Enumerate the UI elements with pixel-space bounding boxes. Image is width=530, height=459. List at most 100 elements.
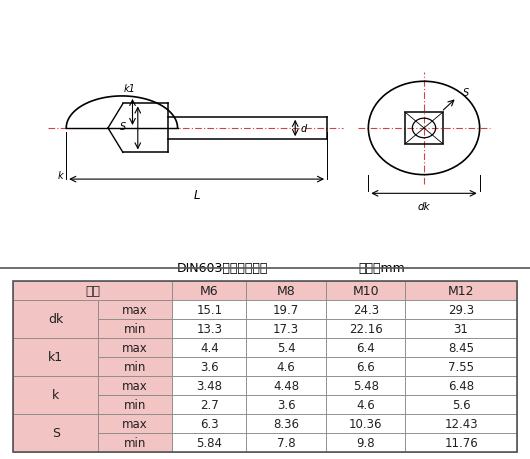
Text: 7.8: 7.8 [277, 436, 296, 449]
Text: 3.6: 3.6 [277, 398, 296, 411]
FancyBboxPatch shape [98, 395, 172, 414]
FancyBboxPatch shape [405, 395, 517, 414]
Text: max: max [122, 303, 148, 316]
FancyBboxPatch shape [98, 433, 172, 452]
Text: 规格: 规格 [85, 284, 100, 297]
FancyBboxPatch shape [405, 433, 517, 452]
Text: 8.45: 8.45 [448, 341, 474, 354]
Text: 22.16: 22.16 [349, 322, 383, 335]
Text: 17.3: 17.3 [273, 322, 299, 335]
Text: min: min [124, 322, 146, 335]
FancyBboxPatch shape [405, 319, 517, 338]
Text: min: min [124, 360, 146, 373]
Text: max: max [122, 417, 148, 430]
Text: S: S [463, 88, 470, 98]
Text: 3.48: 3.48 [196, 379, 223, 392]
Text: max: max [122, 341, 148, 354]
Text: S: S [120, 122, 126, 131]
FancyBboxPatch shape [326, 357, 405, 376]
Bar [405, 113, 443, 145]
FancyBboxPatch shape [405, 357, 517, 376]
FancyBboxPatch shape [246, 281, 326, 300]
FancyBboxPatch shape [172, 319, 246, 338]
Text: 2.7: 2.7 [200, 398, 219, 411]
Text: 4.6: 4.6 [277, 360, 296, 373]
Text: min: min [124, 436, 146, 449]
Text: 5.4: 5.4 [277, 341, 296, 354]
FancyBboxPatch shape [246, 338, 326, 357]
FancyBboxPatch shape [172, 376, 246, 395]
Text: min: min [124, 398, 146, 411]
Text: 8.36: 8.36 [273, 417, 299, 430]
FancyBboxPatch shape [172, 414, 246, 433]
Text: 7.55: 7.55 [448, 360, 474, 373]
FancyBboxPatch shape [13, 338, 98, 376]
FancyBboxPatch shape [13, 281, 172, 300]
Text: 4.48: 4.48 [273, 379, 299, 392]
FancyBboxPatch shape [98, 376, 172, 395]
FancyBboxPatch shape [13, 376, 98, 414]
Text: 15.1: 15.1 [196, 303, 223, 316]
Text: 6.6: 6.6 [356, 360, 375, 373]
Text: 12.43: 12.43 [444, 417, 478, 430]
Text: 29.3: 29.3 [448, 303, 474, 316]
FancyBboxPatch shape [172, 300, 246, 319]
FancyBboxPatch shape [98, 300, 172, 319]
FancyBboxPatch shape [98, 319, 172, 338]
Text: 13.3: 13.3 [196, 322, 223, 335]
Text: 31: 31 [454, 322, 469, 335]
Text: 5.48: 5.48 [352, 379, 379, 392]
FancyBboxPatch shape [246, 414, 326, 433]
FancyBboxPatch shape [326, 414, 405, 433]
FancyBboxPatch shape [405, 414, 517, 433]
Text: 6.48: 6.48 [448, 379, 474, 392]
FancyBboxPatch shape [246, 433, 326, 452]
FancyBboxPatch shape [246, 319, 326, 338]
FancyBboxPatch shape [172, 395, 246, 414]
FancyBboxPatch shape [326, 433, 405, 452]
Text: 19.7: 19.7 [273, 303, 299, 316]
FancyBboxPatch shape [172, 357, 246, 376]
FancyBboxPatch shape [172, 433, 246, 452]
Text: 6.3: 6.3 [200, 417, 219, 430]
FancyBboxPatch shape [405, 338, 517, 357]
FancyBboxPatch shape [246, 395, 326, 414]
FancyBboxPatch shape [405, 281, 517, 300]
FancyBboxPatch shape [246, 300, 326, 319]
FancyBboxPatch shape [326, 376, 405, 395]
Text: max: max [122, 379, 148, 392]
FancyBboxPatch shape [326, 300, 405, 319]
FancyBboxPatch shape [172, 338, 246, 357]
Text: DIN603大头方颈螺栓: DIN603大头方颈螺栓 [177, 262, 268, 274]
FancyBboxPatch shape [98, 357, 172, 376]
Text: 单位：mm: 单位：mm [358, 262, 405, 274]
FancyBboxPatch shape [246, 357, 326, 376]
Text: 6.4: 6.4 [356, 341, 375, 354]
Text: 5.6: 5.6 [452, 398, 471, 411]
FancyBboxPatch shape [326, 281, 405, 300]
Text: 4.4: 4.4 [200, 341, 219, 354]
FancyBboxPatch shape [98, 414, 172, 433]
FancyBboxPatch shape [326, 319, 405, 338]
Text: 3.6: 3.6 [200, 360, 219, 373]
Text: 24.3: 24.3 [352, 303, 379, 316]
Text: 11.76: 11.76 [444, 436, 478, 449]
FancyBboxPatch shape [326, 338, 405, 357]
FancyBboxPatch shape [172, 281, 246, 300]
FancyBboxPatch shape [405, 300, 517, 319]
Text: M8: M8 [277, 284, 296, 297]
Text: 9.8: 9.8 [356, 436, 375, 449]
Text: M12: M12 [448, 284, 474, 297]
Text: M10: M10 [352, 284, 379, 297]
FancyBboxPatch shape [405, 376, 517, 395]
Text: 10.36: 10.36 [349, 417, 383, 430]
Text: 4.6: 4.6 [356, 398, 375, 411]
FancyBboxPatch shape [98, 338, 172, 357]
Text: dk: dk [418, 202, 430, 212]
Text: k: k [52, 389, 59, 402]
Text: dk: dk [48, 313, 63, 326]
FancyBboxPatch shape [13, 414, 98, 452]
FancyBboxPatch shape [326, 395, 405, 414]
Text: k1: k1 [48, 351, 63, 364]
FancyBboxPatch shape [246, 376, 326, 395]
